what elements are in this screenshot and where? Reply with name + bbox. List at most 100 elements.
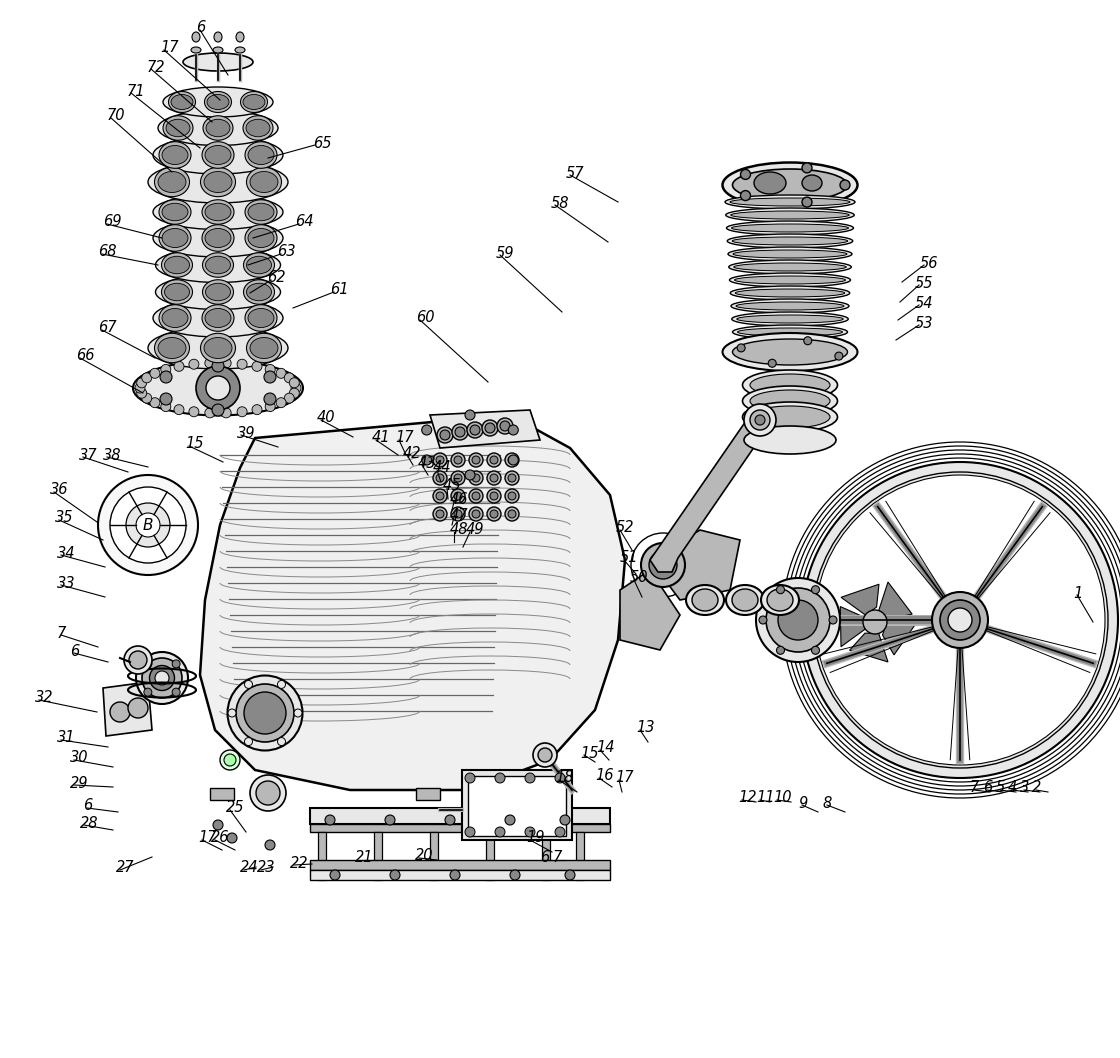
Ellipse shape bbox=[205, 309, 231, 328]
Text: 16: 16 bbox=[595, 768, 614, 784]
Circle shape bbox=[525, 773, 535, 783]
Text: 3: 3 bbox=[1020, 781, 1029, 796]
Text: 13: 13 bbox=[636, 720, 654, 735]
Circle shape bbox=[278, 737, 286, 746]
Ellipse shape bbox=[685, 585, 724, 615]
Polygon shape bbox=[650, 415, 771, 572]
Ellipse shape bbox=[737, 328, 842, 336]
Circle shape bbox=[467, 422, 483, 438]
Circle shape bbox=[497, 418, 513, 434]
Ellipse shape bbox=[164, 115, 193, 141]
Ellipse shape bbox=[205, 229, 231, 248]
Circle shape bbox=[128, 698, 148, 718]
Circle shape bbox=[508, 425, 519, 435]
Circle shape bbox=[759, 616, 767, 624]
Circle shape bbox=[390, 870, 400, 880]
Circle shape bbox=[221, 408, 231, 418]
Ellipse shape bbox=[731, 312, 848, 326]
Ellipse shape bbox=[156, 248, 280, 282]
Ellipse shape bbox=[206, 120, 230, 136]
Circle shape bbox=[433, 489, 447, 503]
Ellipse shape bbox=[148, 327, 288, 369]
Polygon shape bbox=[841, 584, 879, 615]
Circle shape bbox=[508, 456, 516, 464]
Text: 68: 68 bbox=[99, 244, 116, 259]
Ellipse shape bbox=[236, 32, 244, 42]
Circle shape bbox=[125, 503, 170, 547]
Text: 66: 66 bbox=[76, 348, 94, 364]
Bar bbox=[318, 832, 326, 880]
Ellipse shape bbox=[743, 402, 838, 432]
Circle shape bbox=[450, 870, 460, 880]
Circle shape bbox=[802, 163, 812, 172]
Circle shape bbox=[829, 616, 837, 624]
Ellipse shape bbox=[164, 87, 273, 117]
Ellipse shape bbox=[732, 250, 847, 258]
Text: 30: 30 bbox=[69, 750, 88, 766]
Circle shape bbox=[436, 492, 444, 500]
Circle shape bbox=[533, 743, 557, 767]
Text: 56: 56 bbox=[920, 255, 939, 271]
Ellipse shape bbox=[244, 692, 286, 734]
Circle shape bbox=[465, 470, 475, 480]
Polygon shape bbox=[620, 570, 680, 650]
Circle shape bbox=[433, 453, 447, 467]
Ellipse shape bbox=[159, 200, 192, 224]
Circle shape bbox=[174, 362, 184, 371]
Circle shape bbox=[451, 489, 465, 503]
Circle shape bbox=[206, 376, 230, 400]
Ellipse shape bbox=[732, 169, 848, 201]
Bar bbox=[486, 832, 494, 880]
Ellipse shape bbox=[133, 361, 304, 416]
Circle shape bbox=[505, 815, 515, 825]
Circle shape bbox=[485, 423, 495, 433]
Circle shape bbox=[556, 827, 564, 837]
Bar bbox=[374, 832, 382, 880]
Circle shape bbox=[451, 471, 465, 485]
Ellipse shape bbox=[205, 91, 232, 112]
Ellipse shape bbox=[158, 110, 278, 146]
Ellipse shape bbox=[248, 229, 274, 248]
Ellipse shape bbox=[161, 253, 193, 277]
Circle shape bbox=[756, 578, 840, 662]
Circle shape bbox=[491, 492, 498, 500]
Text: 60: 60 bbox=[416, 310, 435, 326]
Ellipse shape bbox=[243, 115, 273, 141]
Circle shape bbox=[815, 475, 1105, 765]
Text: 7: 7 bbox=[970, 781, 979, 796]
Ellipse shape bbox=[153, 195, 283, 230]
Ellipse shape bbox=[202, 305, 234, 331]
Circle shape bbox=[110, 703, 130, 722]
Circle shape bbox=[782, 442, 1120, 798]
Circle shape bbox=[469, 453, 483, 467]
Ellipse shape bbox=[248, 146, 274, 164]
Circle shape bbox=[161, 364, 171, 375]
Circle shape bbox=[237, 360, 248, 369]
Circle shape bbox=[750, 411, 771, 430]
Bar bbox=[310, 808, 610, 824]
Ellipse shape bbox=[732, 325, 848, 339]
Ellipse shape bbox=[730, 198, 850, 206]
Ellipse shape bbox=[722, 333, 858, 371]
Circle shape bbox=[797, 458, 1120, 782]
Ellipse shape bbox=[732, 237, 848, 245]
Ellipse shape bbox=[728, 247, 852, 261]
Circle shape bbox=[265, 840, 276, 850]
Circle shape bbox=[766, 588, 830, 652]
Ellipse shape bbox=[142, 658, 181, 698]
Circle shape bbox=[137, 378, 147, 388]
Ellipse shape bbox=[171, 94, 193, 109]
Circle shape bbox=[252, 362, 262, 371]
Circle shape bbox=[325, 815, 335, 825]
Circle shape bbox=[250, 776, 286, 811]
Circle shape bbox=[150, 368, 160, 379]
Text: 27: 27 bbox=[116, 860, 134, 876]
Circle shape bbox=[834, 352, 843, 360]
Ellipse shape bbox=[155, 333, 189, 363]
Circle shape bbox=[221, 359, 231, 368]
Circle shape bbox=[196, 366, 240, 411]
Ellipse shape bbox=[159, 224, 192, 252]
Text: 59: 59 bbox=[496, 245, 514, 260]
Ellipse shape bbox=[246, 167, 281, 197]
Circle shape bbox=[508, 474, 516, 482]
